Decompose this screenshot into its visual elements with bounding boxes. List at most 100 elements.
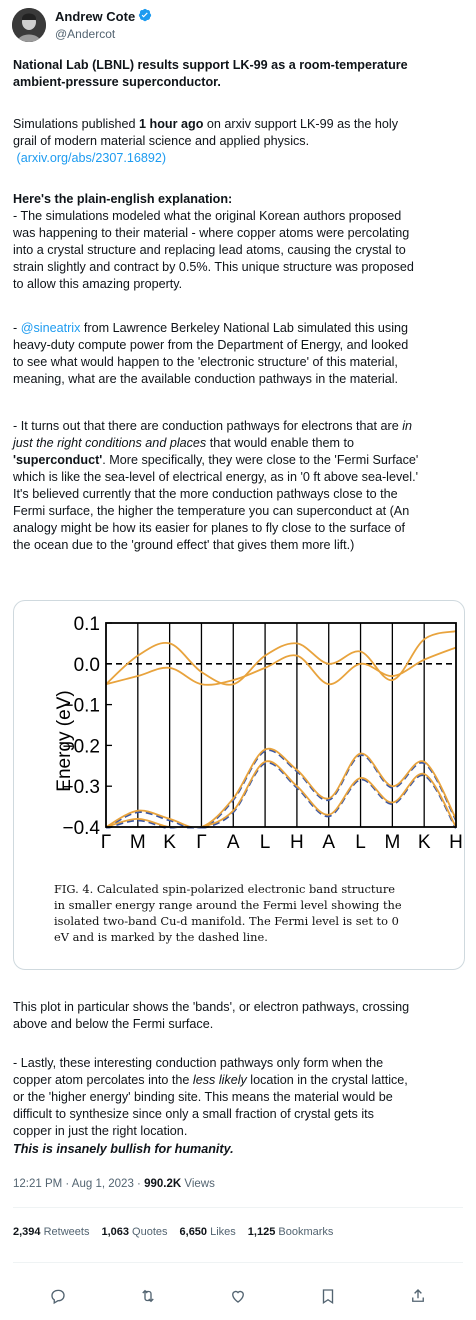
xtick-label-10: K — [418, 832, 431, 853]
author-name[interactable]: Andrew Cote — [55, 9, 136, 24]
xtick-label-8: L — [355, 832, 366, 853]
xtick-label-5: L — [260, 832, 271, 853]
bookmarks-stat[interactable]: 1,125 Bookmarks — [248, 1226, 334, 1238]
view-count: 990.2K — [144, 1178, 182, 1190]
xtick-label-11: H — [449, 832, 463, 853]
p3-line-2: heavy-duty compute power from the Depart… — [13, 338, 409, 352]
caption-line-3: isolated two-band Cu-d manifold. The Fer… — [54, 914, 399, 928]
plot-frame — [105, 622, 457, 828]
caption-line-4: eV and is marked by the dashed line. — [54, 930, 268, 944]
tweet-timestamp[interactable]: 12:21 PM · Aug 1, 2023 · — [13, 1178, 145, 1190]
p2-line-5: to allow this amazing property. — [13, 277, 183, 291]
caption-line-1: FIG. 4. Calculated spin-polarized electr… — [54, 882, 396, 896]
p5-line-2: above and below the Fermi surface. — [13, 1017, 214, 1031]
p6-line-2a: copper atom percolates into the — [13, 1073, 193, 1087]
p2-line-3: into a crystal structure and replacing l… — [13, 243, 406, 257]
chart-ylabel: Energy (eV) — [54, 690, 75, 791]
band-series-1 — [106, 646, 456, 686]
p4-bold: 'superconduct' — [13, 453, 103, 467]
p6-line-1: - Lastly, these interesting conduction p… — [13, 1056, 384, 1070]
p1-text-bold: 1 hour ago — [139, 117, 204, 131]
like-icon[interactable] — [228, 1286, 248, 1306]
paragraph-6: - Lastly, these interesting conduction p… — [13, 1055, 465, 1140]
p4-line-1: - It turns out that there are conduction… — [13, 419, 403, 433]
divider-top — [13, 1207, 463, 1208]
ytick-label-1: 0.0 — [74, 655, 100, 676]
closing-line: This is insanely bullish for humanity. — [13, 1141, 465, 1158]
p4-line-7: analogy might be how its easier for plan… — [13, 521, 406, 535]
ytick-label-4: −0.3 — [62, 777, 100, 798]
p5-line-1: This plot in particular shows the 'bands… — [13, 1000, 410, 1014]
p6-italic: less likely — [192, 1073, 247, 1087]
p4-line-2: that would enable them to — [206, 436, 354, 450]
divider-bottom — [13, 1262, 463, 1263]
bookmark-icon[interactable] — [318, 1286, 338, 1306]
likes-stat[interactable]: 6,650 Likes — [180, 1226, 236, 1238]
p6-line-5: copper in just the right location. — [13, 1124, 188, 1138]
closing-text: This is insanely bullish for humanity. — [13, 1142, 234, 1156]
p6-line-2c: location in the crystal lattice, — [246, 1073, 408, 1087]
p3-line-1: from Lawrence Berkeley National Lab simu… — [80, 321, 408, 335]
p4-line-3: . More specifically, they were close to … — [102, 453, 419, 467]
verified-badge-icon — [138, 8, 152, 26]
band-series-2 — [106, 747, 456, 827]
p4-line-5: It's believed currently that the more co… — [13, 487, 398, 501]
quotes-count: 1,063 — [101, 1226, 129, 1238]
p6-line-4: difficult to synthesize since only a sma… — [13, 1107, 374, 1121]
likes-label: Likes — [210, 1226, 236, 1238]
p1-text-a: Simulations published — [13, 117, 140, 131]
quotes-stat[interactable]: 1,063 Quotes — [101, 1226, 167, 1238]
p4-italic-1: in — [402, 419, 413, 433]
share-icon[interactable] — [408, 1286, 428, 1306]
xtick-label-6: H — [290, 832, 304, 853]
retweet-icon[interactable] — [138, 1286, 158, 1306]
arxiv-link[interactable]: (arxiv.org/abs/2307.16892) — [16, 151, 167, 165]
band-series-2-spin-down — [106, 749, 456, 829]
p6-line-3: or the 'higher energy' binding site. Thi… — [13, 1090, 393, 1104]
reply-icon[interactable] — [48, 1286, 68, 1306]
p4-line-8: the ocean due to the 'ground effect' tha… — [13, 538, 355, 552]
retweets-label: Retweets — [43, 1226, 90, 1238]
plain-english-heading: Here's the plain-english explanation: — [13, 192, 233, 206]
band-series-3-spin-down — [106, 761, 456, 829]
xtick-label-7: A — [322, 832, 335, 853]
p3-line-3: to see what would happen to the 'electro… — [13, 355, 398, 369]
quotes-label: Quotes — [132, 1226, 168, 1238]
bookmarks-label: Bookmarks — [278, 1226, 334, 1238]
paragraph-1: Simulations published 1 hour ago on arxi… — [13, 116, 465, 167]
p4-italic-2: just the right conditions and places — [13, 436, 207, 450]
xtick-label-4: A — [227, 832, 240, 853]
tweet-image[interactable]: Energy (eV) 0.1 0.0 −0.1 −0.2 −0.3 −0.4 Γ M K Γ A L… — [13, 600, 465, 970]
tweet-actions — [48, 1286, 428, 1306]
likes-count: 6,650 — [179, 1226, 208, 1238]
paragraph-4: - It turns out that there are conduction… — [13, 418, 465, 554]
band-structure-chart: Energy (eV) 0.10.0−0.1−0.2−0.3−0.4Γ M K Γ A L… — [54, 614, 463, 853]
mention-sineatrix[interactable]: @sineatrix — [20, 321, 81, 335]
ytick-label-3: −0.2 — [62, 736, 100, 757]
band-series-0 — [106, 630, 456, 686]
paragraph-3: - @sineatrix from Lawrence Berkeley Nati… — [13, 320, 465, 388]
tweet-meta: 12:21 PM · Aug 1, 2023 · 990.2K Views — [13, 1178, 215, 1190]
tweet-header: Andrew Cote @Andercot — [12, 8, 152, 42]
ytick-label-2: −0.1 — [62, 696, 100, 717]
headline-line-2: ambient-pressure superconductor. — [13, 75, 221, 89]
tweet-stats: 2,394 Retweets 1,063 Quotes 6,650 Likes … — [13, 1226, 333, 1238]
p3-line-4: meaning, what are the available conducti… — [13, 372, 399, 386]
headline-line-1: National Lab (LBNL) results support LK-9… — [13, 58, 408, 72]
bookmarks-count: 1,125 — [247, 1226, 276, 1238]
avatar[interactable] — [12, 8, 46, 42]
author-handle[interactable]: @Andercot — [55, 27, 116, 41]
xtick-label-0: Γ — [101, 832, 111, 853]
figure-caption: FIG. 4. Calculated spin-polarized electr… — [54, 881, 464, 945]
p3-dash: - — [13, 321, 21, 335]
p4-line-6: Fermi surface, the higher the temperatur… — [13, 504, 410, 518]
p2-line-1: - The simulations modeled what the origi… — [13, 209, 402, 223]
ytick-label-0: 0.1 — [74, 614, 100, 635]
retweets-stat[interactable]: 2,394 Retweets — [13, 1226, 89, 1238]
xtick-label-1: M — [130, 832, 146, 853]
ytick-label-5: −0.4 — [62, 818, 100, 839]
p2-line-2: was happening to their material - where … — [13, 226, 410, 240]
caption-line-2: in smaller energy range around the Fermi… — [54, 898, 402, 912]
xtick-label-9: M — [384, 832, 400, 853]
views-label: Views — [181, 1178, 215, 1190]
